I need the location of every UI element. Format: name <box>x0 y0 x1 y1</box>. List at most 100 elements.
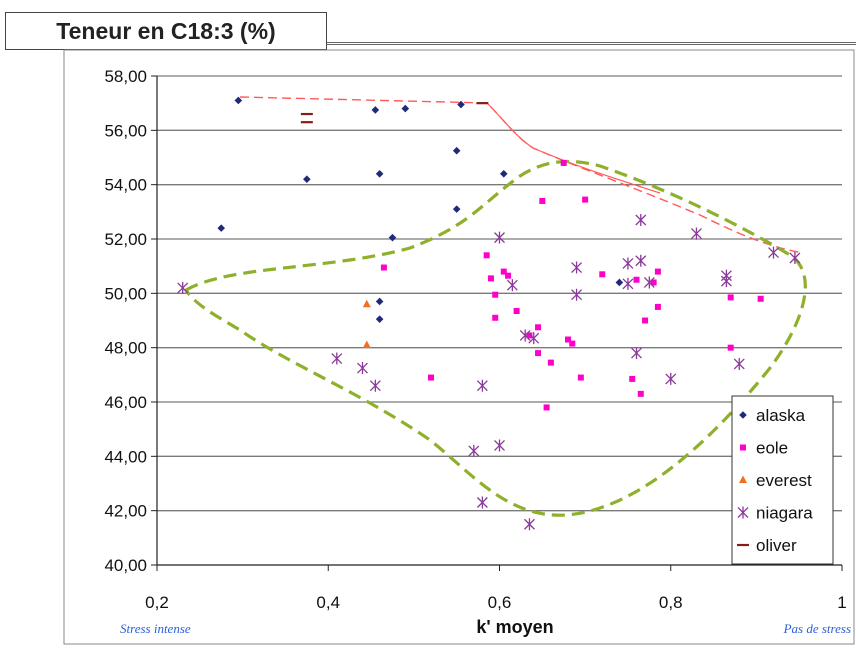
legend-marker-eole <box>740 444 746 451</box>
eole-point <box>428 374 434 381</box>
legend-item-niagara: niagara <box>737 504 813 523</box>
alaska-point <box>217 224 226 232</box>
legend-label-everest: everest <box>756 471 812 490</box>
eole-point <box>633 276 640 283</box>
niagara-point <box>494 231 505 244</box>
eole-point <box>599 271 606 278</box>
eole-point <box>582 196 589 203</box>
legend-label-oliver: oliver <box>756 536 797 555</box>
niagara-point <box>506 279 518 292</box>
eole-point <box>642 317 649 324</box>
legend-marker-alaska <box>739 411 747 419</box>
niagara-point <box>494 439 505 452</box>
data-envelope-curve <box>183 159 807 517</box>
niagara-point <box>468 444 480 457</box>
eole-point <box>637 390 644 397</box>
eole-point <box>526 332 533 339</box>
niagara-point <box>622 257 634 270</box>
alaska-point <box>499 170 508 178</box>
eole-point <box>539 197 546 204</box>
alaska-point <box>234 96 243 105</box>
eole-point <box>654 303 661 310</box>
alaska-point <box>452 146 461 155</box>
niagara-point <box>528 332 540 345</box>
eole-point <box>577 374 584 381</box>
grid-lines <box>157 75 842 512</box>
y-tick-label: 50,00 <box>104 284 147 303</box>
x-tick-label: 0,6 <box>488 593 512 612</box>
niagara-point <box>571 288 583 301</box>
eole-point <box>543 404 550 411</box>
x-axis-title: k' moyen <box>476 617 553 637</box>
chart-frame <box>63 49 855 645</box>
alaska-point <box>452 205 461 213</box>
y-tick-labels: 40,00 42,00 44,00 46,00 48,00 50,00 52,00 54,00… <box>104 67 147 575</box>
eole-point <box>487 275 494 282</box>
data-points <box>177 96 801 531</box>
alaska-point <box>457 100 465 109</box>
niagara-point <box>622 277 634 290</box>
eole-point <box>535 350 542 357</box>
niagara-point <box>635 213 647 226</box>
eole-point <box>483 252 490 259</box>
eole-point <box>380 264 387 271</box>
legend-box <box>731 395 834 565</box>
x-tick-label: 0,8 <box>659 593 683 612</box>
legend-label-eole: eole <box>756 439 788 458</box>
eole-point <box>547 359 554 366</box>
y-tick-label: 44,00 <box>104 447 147 466</box>
legend: alaska eole everest niagara oliver <box>731 395 834 565</box>
alaska-point <box>371 106 380 114</box>
alaska-point <box>375 315 384 323</box>
y-tick-label: 52,00 <box>104 230 147 249</box>
niagara-point <box>690 227 702 240</box>
eole-point <box>565 336 571 343</box>
niagara-point <box>476 496 488 509</box>
alaska-point <box>375 297 384 306</box>
y-tick-label: 42,00 <box>104 502 147 521</box>
niagara-point <box>177 281 189 294</box>
niagara-point <box>643 276 655 289</box>
eole-point <box>492 314 499 321</box>
title-rule <box>327 42 856 45</box>
niagara-point <box>635 254 647 267</box>
eole-point <box>569 340 576 347</box>
annotation-pas-de-stress: Pas de stress <box>783 621 851 636</box>
niagara-point <box>768 246 779 259</box>
eole-point <box>727 294 734 301</box>
alaska-point <box>388 233 397 242</box>
x-tick-label: 0,2 <box>145 593 169 612</box>
niagara-point <box>733 357 745 370</box>
upper-envelope-solid <box>486 102 661 194</box>
legend-label-niagara: niagara <box>756 504 813 523</box>
chart-title: Teneur en C18:3 (%) <box>5 12 327 50</box>
eole-point <box>535 324 542 331</box>
niagara-point <box>519 329 531 342</box>
alaska-point <box>303 175 311 184</box>
x-tick-label: 1 <box>837 593 846 612</box>
legend-item-oliver: oliver <box>737 536 797 555</box>
y-tick-label: 40,00 <box>104 556 147 575</box>
niagara-point <box>789 252 801 265</box>
legend-item-everest: everest <box>739 471 812 490</box>
niagara-point <box>665 372 677 385</box>
legend-marker-everest <box>739 475 747 483</box>
niagara-point <box>524 518 535 531</box>
niagara-point <box>357 362 368 375</box>
everest-point <box>362 299 371 308</box>
niagara-point <box>631 347 642 360</box>
legend-item-alaska: alaska <box>739 406 806 425</box>
legend-marker-niagara <box>737 506 749 519</box>
y-tick-label: 46,00 <box>104 393 147 412</box>
eole-point <box>650 279 657 286</box>
legend-label-alaska: alaska <box>756 406 806 425</box>
niagara-point <box>571 261 583 274</box>
legend-item-eole: eole <box>740 439 788 458</box>
alaska-point <box>615 278 624 287</box>
axes <box>151 75 843 571</box>
eole-point <box>727 344 734 351</box>
x-tick-label: 0,4 <box>316 593 340 612</box>
eole-point <box>492 291 499 298</box>
eole-point <box>500 268 507 275</box>
